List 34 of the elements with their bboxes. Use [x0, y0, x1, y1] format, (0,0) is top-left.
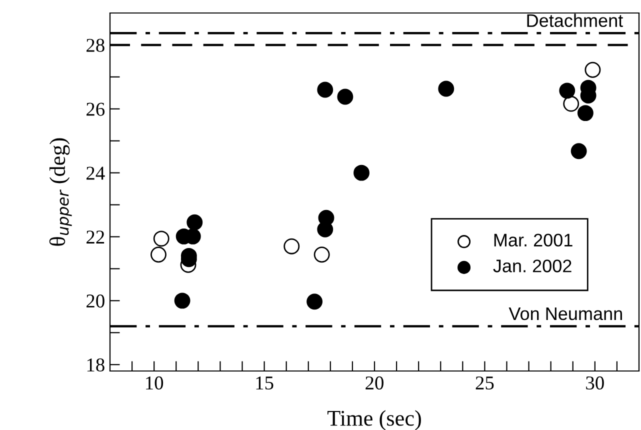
y-tick-label: 24 [86, 166, 105, 180]
point [577, 105, 594, 122]
point [284, 238, 300, 254]
x-tick-label: 25 [476, 376, 494, 390]
point [354, 164, 370, 181]
point [153, 230, 170, 247]
point [559, 82, 576, 99]
y-tick-label: 26 [86, 102, 105, 116]
point [563, 96, 580, 112]
point [150, 246, 166, 263]
point [584, 62, 601, 78]
point [438, 80, 454, 97]
y-tick-label: 28 [86, 38, 104, 52]
y-tick-label: 22 [86, 230, 104, 244]
point [317, 82, 334, 98]
x-tick-label: 15 [256, 376, 274, 390]
x-axis-title: Time (sec) [327, 410, 421, 430]
point [570, 143, 587, 160]
point [337, 88, 354, 105]
point [174, 292, 190, 309]
legend-label: Jan. 2002 [493, 260, 572, 272]
x-tick-label: 10 [146, 376, 164, 390]
y-tick-label: 20 [86, 294, 104, 308]
legend-label: Mar. 2001 [494, 234, 572, 246]
point [186, 214, 203, 230]
y-axis-title: θ$_{upper}$ (deg) [49, 138, 72, 246]
point [314, 246, 330, 263]
x-tick-label: 30 [586, 376, 604, 390]
point [306, 294, 323, 310]
ref-line-label: Von Neumann [508, 308, 622, 320]
point [317, 221, 334, 238]
x-tick-label: 20 [366, 376, 384, 390]
y-tick-label: 18 [87, 358, 104, 372]
ref-line-label: Detachment [527, 14, 624, 28]
